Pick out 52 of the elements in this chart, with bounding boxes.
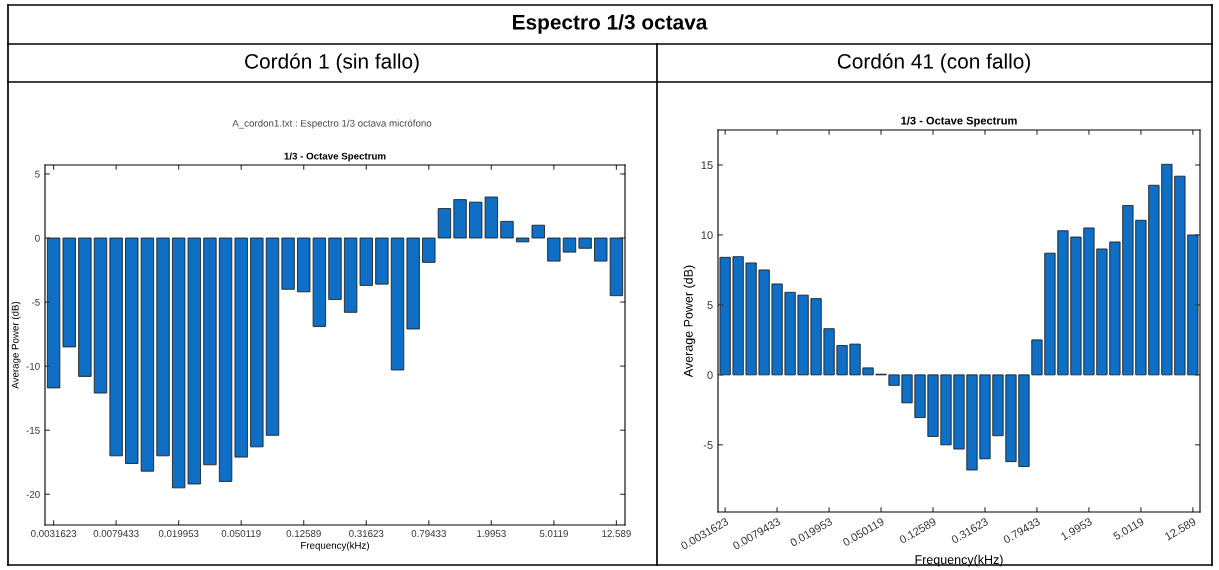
bar bbox=[547, 237, 561, 262]
y-tick-label: 10 bbox=[701, 231, 713, 240]
bar bbox=[453, 199, 467, 239]
x-tick-label: 0.12589 bbox=[286, 530, 321, 537]
bar bbox=[390, 237, 405, 371]
chart-subtitle: Cordón 41 (con fallo) bbox=[837, 53, 1030, 73]
x-axis-title: Frequency(kHz) bbox=[915, 554, 1003, 567]
bar bbox=[93, 237, 108, 394]
bar bbox=[328, 237, 342, 300]
y-tick-label: -5 bbox=[703, 441, 713, 449]
bar bbox=[156, 237, 170, 457]
y-tick-label: -15 bbox=[26, 427, 40, 434]
bar bbox=[406, 237, 420, 330]
y-tick-label: -20 bbox=[26, 490, 40, 498]
text: A_cordon1.txt : Espectro 1/3 octava micrófono bbox=[232, 119, 432, 129]
bar bbox=[250, 237, 264, 448]
chart-subtitle: Cordón 1 (sin fallo) bbox=[245, 53, 419, 73]
y-tick-label: 15 bbox=[701, 161, 713, 170]
y-axis-title: Average Power (dB) bbox=[11, 301, 21, 389]
x-tick-label: 0.0031623 bbox=[31, 530, 77, 537]
bar bbox=[422, 237, 436, 263]
chart-title: 1/3 - Octave Spectrum bbox=[901, 116, 1017, 127]
y-tick-label: -10 bbox=[26, 362, 40, 370]
bar bbox=[234, 237, 248, 458]
y-tick-label: 0 bbox=[35, 234, 40, 242]
x-tick-label: 0.31623 bbox=[349, 530, 384, 537]
bar bbox=[109, 237, 123, 457]
x-tick-label: 0.79433 bbox=[411, 530, 446, 537]
x-tick-label: 1.9953 bbox=[477, 530, 506, 537]
bar bbox=[437, 208, 452, 239]
x-tick-label: 0.019953 bbox=[158, 530, 199, 537]
bar bbox=[218, 237, 233, 482]
bar bbox=[78, 237, 92, 377]
chart-title: 1/3 - Octave Spectrum bbox=[284, 152, 386, 162]
y-tick-label: 5 bbox=[707, 301, 713, 310]
bar bbox=[375, 237, 389, 285]
bar bbox=[562, 237, 577, 253]
x-tick-label: 0.050119 bbox=[221, 530, 261, 537]
bar bbox=[578, 237, 592, 249]
bar bbox=[203, 237, 217, 466]
x-tick-label: 12.589 bbox=[602, 530, 631, 537]
x-axis-title: Frequency(kHz) bbox=[301, 541, 369, 551]
y-tick-label: 5 bbox=[35, 170, 40, 178]
y-axis-title: Average Power (dB) bbox=[683, 265, 696, 378]
bar bbox=[281, 237, 295, 290]
y-tick-label: -5 bbox=[31, 298, 40, 306]
text: Espectro 1/3 octava bbox=[513, 14, 708, 34]
bar bbox=[265, 237, 280, 436]
bar bbox=[500, 220, 514, 239]
y-tick-label: 0 bbox=[707, 371, 713, 380]
x-tick-label: 5.0119 bbox=[539, 530, 568, 537]
x-tick-label: 0.0079433 bbox=[93, 530, 139, 537]
